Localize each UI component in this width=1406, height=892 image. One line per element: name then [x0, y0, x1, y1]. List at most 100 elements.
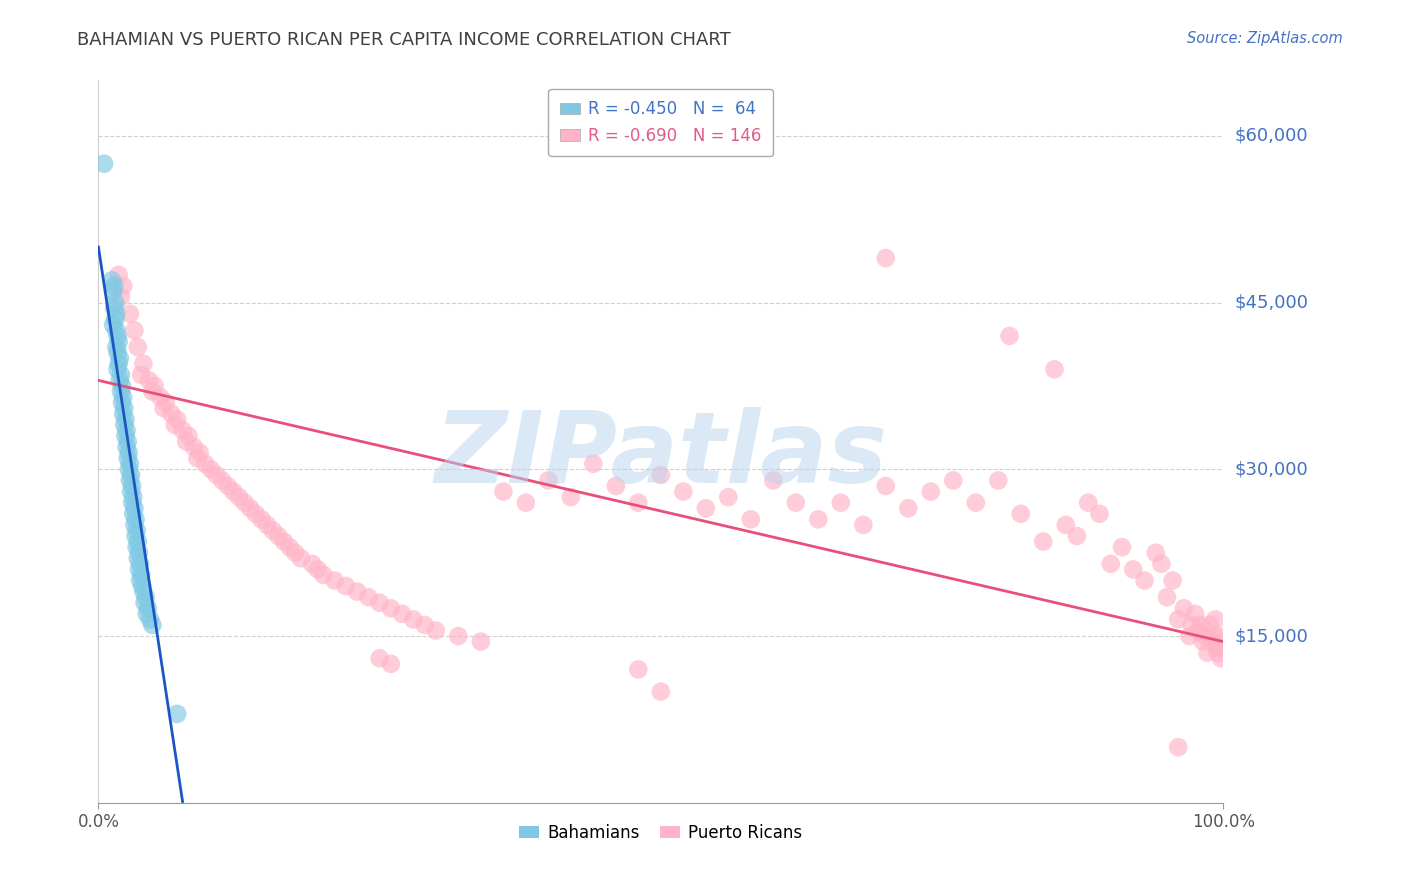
Point [110, 290, 132, 304]
Point [186, 451, 208, 466]
Point [875, 251, 897, 265]
Point [425, 624, 447, 638]
Point [111, 379, 134, 393]
Point [695, 501, 717, 516]
Point [897, 501, 920, 516]
Point [115, 440, 138, 454]
Point [1099, 557, 1122, 571]
Point [357, 590, 380, 604]
Text: $15,000: $15,000 [1234, 627, 1308, 645]
Point [239, 501, 262, 516]
Point [107, 334, 129, 349]
Point [1122, 562, 1144, 576]
Point [1198, 618, 1220, 632]
Point [125, 524, 148, 538]
Point [807, 512, 830, 526]
Point [129, 574, 152, 588]
Point [256, 517, 278, 532]
Point [93, 156, 115, 170]
Point [166, 706, 188, 721]
Point [107, 345, 129, 359]
Point [143, 379, 166, 393]
Point [141, 618, 163, 632]
Point [222, 484, 245, 499]
Point [830, 496, 852, 510]
Point [290, 551, 312, 566]
Point [101, 285, 124, 299]
Point [105, 323, 128, 337]
Point [103, 301, 125, 315]
Point [515, 496, 537, 510]
Point [1194, 629, 1216, 643]
Point [987, 474, 1010, 488]
Point [650, 684, 672, 698]
Point [117, 451, 139, 466]
Point [1206, 646, 1229, 660]
Point [1189, 618, 1212, 632]
Point [391, 607, 413, 621]
Point [122, 490, 145, 504]
Point [380, 601, 402, 615]
Point [1150, 557, 1173, 571]
Point [155, 395, 177, 409]
Point [136, 601, 159, 615]
Text: $45,000: $45,000 [1234, 293, 1309, 311]
Text: ZIPatlas: ZIPatlas [434, 408, 887, 505]
Point [112, 417, 135, 432]
Point [131, 579, 153, 593]
Point [120, 484, 142, 499]
Point [233, 496, 256, 510]
Point [104, 312, 127, 326]
Point [650, 467, 672, 482]
Point [245, 507, 267, 521]
Point [1209, 640, 1232, 655]
Point [112, 390, 135, 404]
Point [447, 629, 470, 643]
Point [492, 484, 515, 499]
Text: BAHAMIAN VS PUERTO RICAN PER CAPITA INCOME CORRELATION CHART: BAHAMIAN VS PUERTO RICAN PER CAPITA INCO… [77, 31, 731, 49]
Point [107, 362, 129, 376]
Point [1192, 634, 1215, 648]
Point [307, 562, 329, 576]
Point [301, 557, 323, 571]
Point [101, 318, 124, 332]
Point [284, 546, 307, 560]
Point [127, 551, 149, 566]
Point [135, 590, 157, 604]
Point [875, 479, 897, 493]
Point [134, 596, 156, 610]
Point [125, 540, 148, 554]
Point [1187, 624, 1209, 638]
Point [335, 579, 357, 593]
Point [112, 407, 135, 421]
Point [110, 384, 132, 399]
Point [582, 457, 605, 471]
Point [998, 329, 1021, 343]
Point [262, 524, 284, 538]
Legend: Bahamians, Puerto Ricans: Bahamians, Puerto Ricans [513, 817, 808, 848]
Point [1010, 507, 1032, 521]
Point [121, 479, 143, 493]
Point [129, 568, 152, 582]
Point [121, 496, 143, 510]
Point [278, 540, 301, 554]
Point [250, 512, 273, 526]
Point [1054, 517, 1077, 532]
Point [1173, 601, 1195, 615]
Point [107, 329, 129, 343]
Point [1204, 629, 1226, 643]
Point [1156, 590, 1178, 604]
Point [101, 273, 124, 287]
Point [672, 484, 695, 499]
Point [177, 429, 200, 443]
Point [1111, 540, 1133, 554]
Point [1178, 629, 1201, 643]
Text: $30,000: $30,000 [1234, 460, 1308, 478]
Point [740, 512, 762, 526]
Point [323, 574, 346, 588]
Point [1209, 651, 1232, 665]
Point [1181, 618, 1204, 632]
Point [124, 512, 146, 526]
Point [368, 651, 391, 665]
Point [108, 351, 131, 366]
